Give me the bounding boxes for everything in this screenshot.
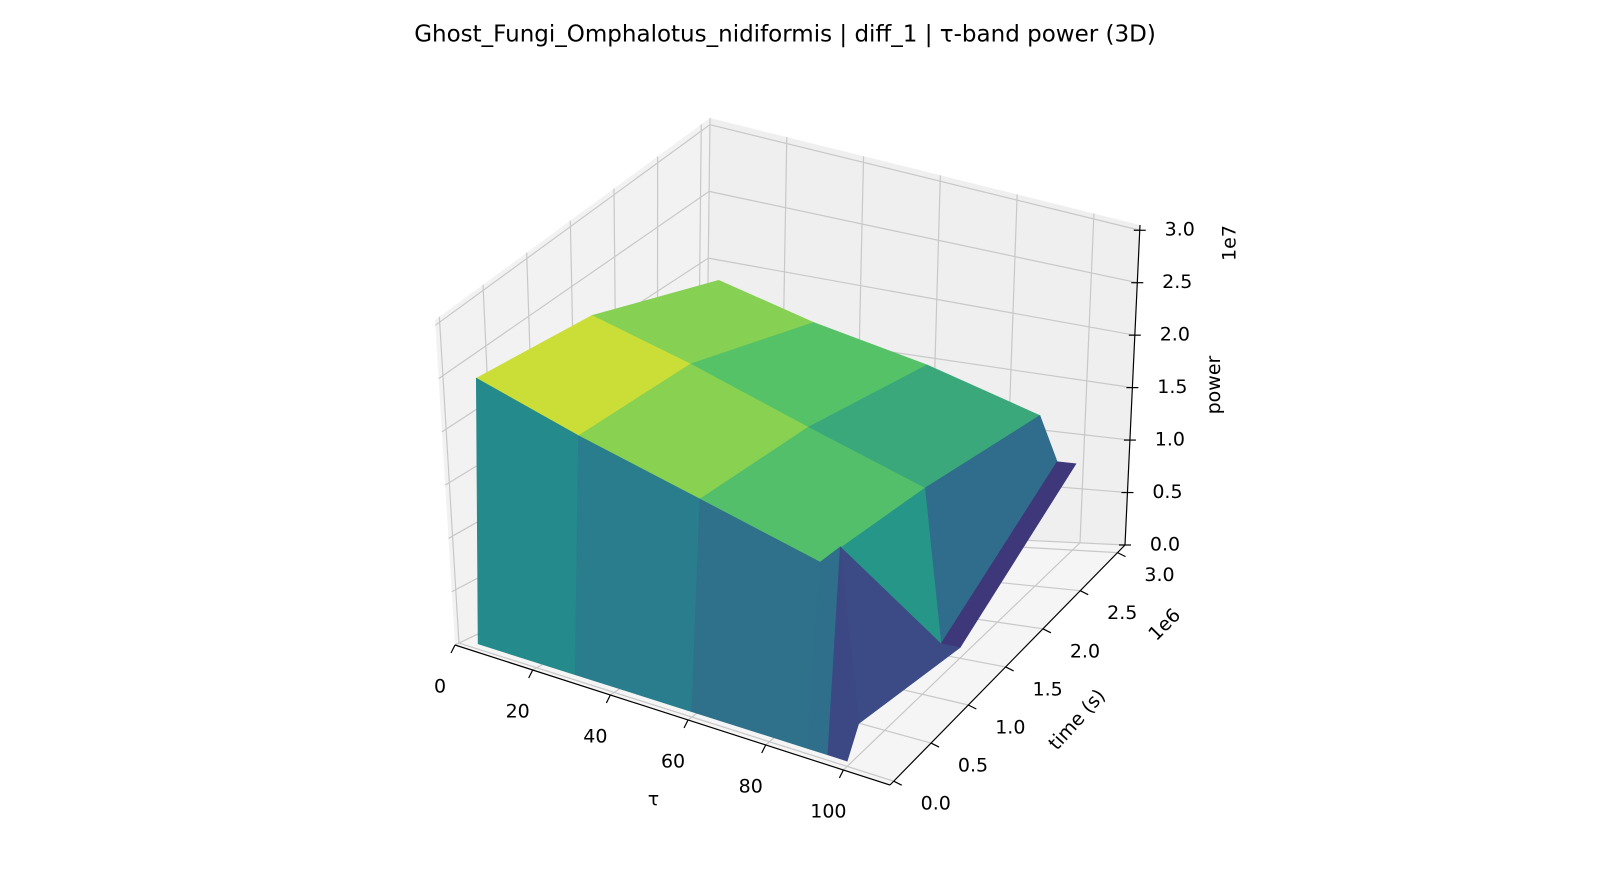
x-tick-label: 40 (583, 726, 607, 748)
y-tick-label: 1.5 (1033, 678, 1063, 700)
z-tick-label: 2.5 (1162, 271, 1192, 293)
grid-line (842, 542, 1081, 771)
tick-mark (605, 694, 611, 704)
grid-line (709, 124, 1140, 231)
tick-mark (1117, 552, 1126, 558)
z-tick-label: 3.0 (1165, 219, 1195, 241)
grid-line (708, 257, 1135, 336)
z-tick-label: 1.5 (1157, 376, 1187, 398)
y-tick-label: 0.5 (958, 755, 988, 777)
tick-mark (838, 769, 844, 779)
grid-line (1079, 213, 1095, 543)
tick-mark (528, 669, 534, 679)
tick-mark (450, 644, 456, 654)
y-tick-label: 2.5 (1107, 602, 1137, 624)
grid-line (458, 642, 894, 782)
grid-line (438, 190, 710, 380)
x-tick-label: 60 (661, 751, 685, 773)
y-tick-label: 3.0 (1144, 564, 1174, 586)
z-offset-label: 1e7 (1219, 225, 1241, 261)
z-axis-label: power (1203, 355, 1225, 414)
z-tick-label: 0.0 (1150, 534, 1180, 556)
z-tick-label: 0.5 (1152, 481, 1182, 503)
tick-mark (968, 704, 977, 710)
tick-mark (1042, 628, 1052, 634)
y-axis (889, 544, 1126, 786)
x-tick-label: 0 (434, 676, 446, 698)
x-tick-label: 20 (506, 701, 530, 723)
x-tick-label: 100 (810, 801, 846, 823)
z-tick-label: 1.0 (1155, 429, 1185, 451)
tick-mark (761, 744, 767, 754)
tick-mark (893, 780, 902, 786)
tick-mark (683, 719, 689, 729)
tick-mark (930, 742, 940, 748)
y-tick-label: 1.0 (995, 717, 1025, 739)
y-offset-label: 1e6 (1144, 604, 1185, 645)
tick-mark (1005, 666, 1014, 672)
y-tick-label: 2.0 (1070, 640, 1100, 662)
chart-title: Ghost_Fungi_Omphalotus_nidiformis | diff… (414, 22, 1156, 48)
x-tick-label: 80 (739, 776, 763, 798)
surface-face (827, 546, 860, 762)
x-axis-label: τ (648, 789, 659, 811)
tick-mark (1079, 590, 1089, 596)
z-tick-label: 2.0 (1160, 324, 1190, 346)
y-tick-label: 0.0 (921, 793, 951, 815)
grid-line (708, 190, 1138, 284)
z-axis (1124, 224, 1141, 546)
x-axis (454, 644, 891, 786)
grid-line (434, 124, 711, 326)
grid-line (438, 316, 460, 644)
